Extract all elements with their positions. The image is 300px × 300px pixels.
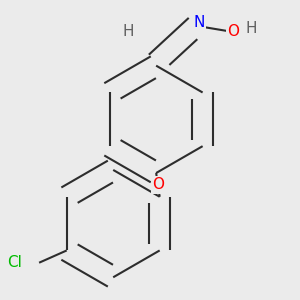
Text: H: H xyxy=(123,24,134,39)
Text: O: O xyxy=(152,177,164,192)
Text: H: H xyxy=(245,21,257,36)
Text: N: N xyxy=(194,15,205,30)
Text: Cl: Cl xyxy=(7,255,22,270)
Text: O: O xyxy=(227,24,239,39)
